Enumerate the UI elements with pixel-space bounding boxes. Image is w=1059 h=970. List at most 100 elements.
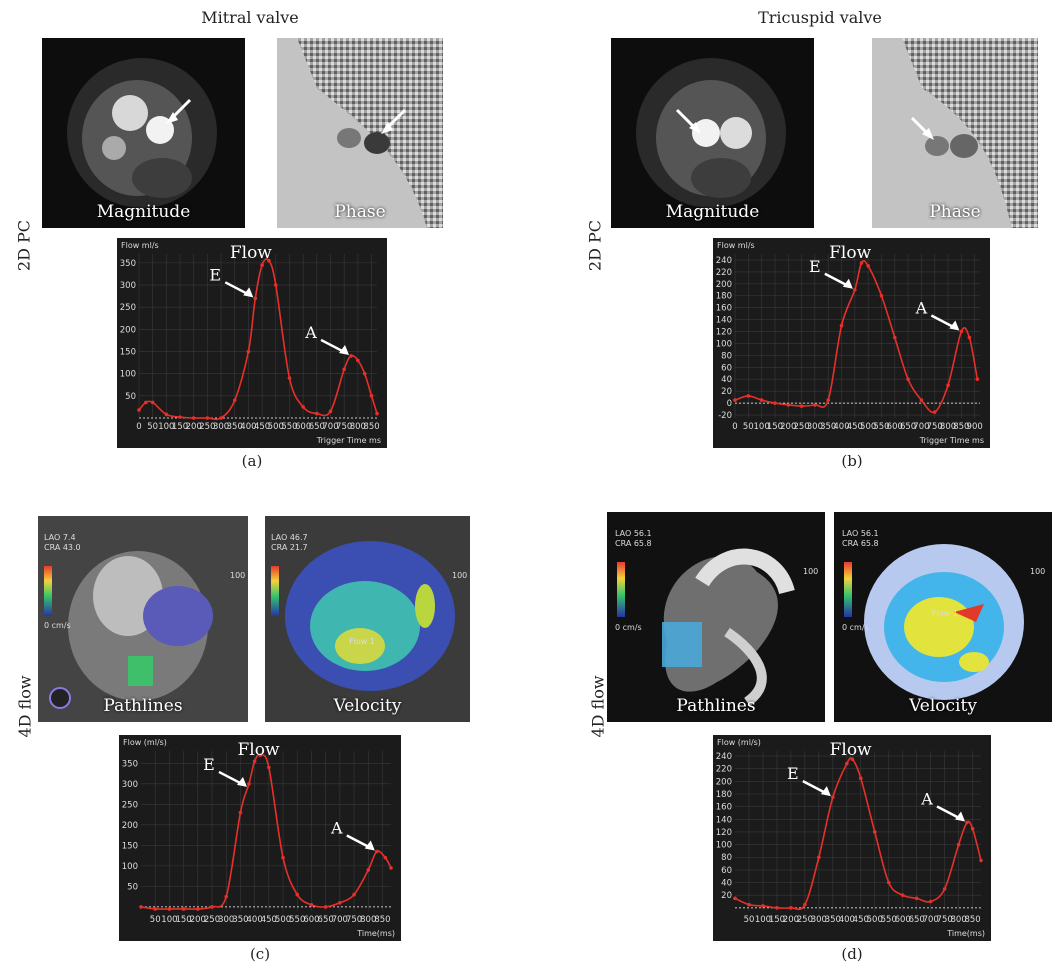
flow-data-point [831, 795, 835, 799]
arrow-head [243, 287, 254, 298]
y-tick-label: 350 [120, 259, 136, 269]
flow-data-point [746, 394, 751, 398]
flow-data-point [859, 261, 864, 265]
y-tick-label: 80 [721, 351, 732, 361]
x-tick-label: 700 [332, 915, 348, 925]
x-tick-label: 100 [755, 915, 771, 925]
flow-data-point [789, 906, 793, 910]
flow-chart-c: 50 100 150 200 250 300 350 50 100 150 200 250 300 350… [119, 735, 401, 941]
flow-chart-d: 20 40 60 80 100 120 140 160 180 200 220 240 50 100 150… [713, 735, 991, 941]
annotation-label-e: E [203, 755, 215, 774]
flow-data-point [975, 377, 980, 382]
annotation-label-a: A [304, 323, 317, 342]
x-tick-label: 50 [147, 422, 158, 432]
y-tick-label: 200 [122, 821, 138, 831]
flow-data-point [352, 892, 356, 897]
flow-data-point [139, 905, 143, 909]
y-axis-label: Flow ml/s [717, 241, 755, 250]
x-tick-label: 850 [953, 422, 969, 432]
x-tick-label: 600 [295, 422, 311, 432]
x-tick-label: 800 [951, 915, 967, 925]
flow-data-point [342, 367, 346, 372]
view-angle-cra: CRA 65.8 [615, 539, 652, 548]
row-label-4dflow-left: 4D flow [15, 675, 35, 738]
magnitude-label: Magnitude [665, 202, 760, 222]
x-tick-label: 150 [172, 422, 188, 432]
phase-image-a: Phase [277, 38, 443, 228]
flow-data-point [181, 907, 186, 911]
y-tick-label: 350 [122, 759, 138, 769]
y-tick-label: 250 [122, 800, 138, 810]
y-tick-label: 40 [721, 375, 732, 385]
y-tick-label: 250 [120, 303, 136, 313]
x-tick-label: 500 [867, 915, 883, 925]
flow-data-point [366, 868, 371, 872]
x-tick-label: 500 [275, 915, 291, 925]
view-angle-cra: CRA 43.0 [44, 543, 81, 552]
x-tick-label: 200 [186, 422, 202, 432]
annotation-label-a: A [330, 819, 343, 838]
y-tick-label: 150 [120, 348, 136, 358]
flow-data-point [315, 411, 319, 416]
flow-data-point [872, 830, 877, 834]
flow-data-point [817, 855, 821, 860]
annotation-label-a: A [915, 299, 928, 318]
x-tick-label: 100 [158, 422, 174, 432]
panel-caption-a: (a) [241, 452, 263, 470]
arrow-head [820, 786, 831, 797]
flow-data-point [252, 759, 257, 764]
y-tick-label: 120 [716, 828, 732, 838]
phase-label: Phase [929, 202, 981, 222]
flow-data-point [258, 753, 263, 757]
y-tick-label: 140 [716, 815, 732, 825]
flow-series-line [140, 754, 392, 910]
scale-min: 0 cm/s [842, 623, 869, 632]
x-tick-label: 750 [937, 915, 953, 925]
x-tick-label: 750 [346, 915, 362, 925]
arrow-head [955, 811, 966, 822]
x-tick-label: 700 [913, 422, 929, 432]
velocity-image-c: LAO 46.7 CRA 21.7 100 Flow 1 Velocity [265, 516, 470, 722]
x-tick-label: 450 [261, 915, 277, 925]
magnitude-image-b: Magnitude [611, 38, 814, 228]
velocity-label: Velocity [333, 696, 402, 716]
arrow-head [364, 840, 375, 851]
pathlines-label: Pathlines [103, 696, 183, 716]
flow-data-point [144, 400, 148, 405]
x-tick-label: 650 [900, 422, 916, 432]
flow-data-point [219, 416, 223, 420]
x-tick-label: 600 [895, 915, 911, 925]
x-tick-label: 450 [254, 422, 270, 432]
pathlines-graphic: LAO 56.1 CRA 65.8 100 0 cm/s [607, 512, 825, 722]
annotation-label-e: E [209, 265, 221, 284]
flow-data-point [375, 411, 379, 416]
flow-series-line [138, 258, 378, 421]
flow-data-point [759, 398, 764, 402]
flow-series-line [734, 757, 982, 911]
flow-data-point [167, 907, 172, 911]
x-tick-label: 250 [793, 422, 809, 432]
column-title-tricuspid: Tricuspid valve [758, 8, 882, 27]
y-tick-label: 300 [120, 281, 136, 291]
flow-data-point [786, 403, 791, 407]
flow-data-point [813, 403, 817, 407]
velocity-graphic: LAO 46.7 CRA 21.7 100 Flow 1 [265, 516, 470, 722]
y-tick-label: 240 [716, 256, 732, 266]
x-tick-label: 0 [136, 422, 141, 432]
scale-max: 100 [1030, 567, 1045, 576]
scale-max: 100 [230, 571, 245, 580]
flow-plane-label: Flow 1 [932, 609, 958, 618]
pathlines-image-c: LAO 7.4 CRA 43.0 100 0 cm/s Pathlines [38, 516, 248, 722]
x-tick-label: 650 [909, 915, 925, 925]
x-tick-label: 750 [336, 422, 352, 432]
flow-data-point [196, 907, 200, 911]
flow-data-point [273, 283, 278, 287]
x-tick-label: 50 [743, 422, 754, 432]
x-tick-label: 150 [767, 422, 783, 432]
flow-data-point [267, 765, 271, 770]
x-tick-label: 700 [923, 915, 939, 925]
y-tick-label: 180 [716, 790, 732, 800]
chart-title-flow: Flow [230, 243, 272, 263]
view-angle-cra: CRA 65.8 [842, 539, 879, 548]
